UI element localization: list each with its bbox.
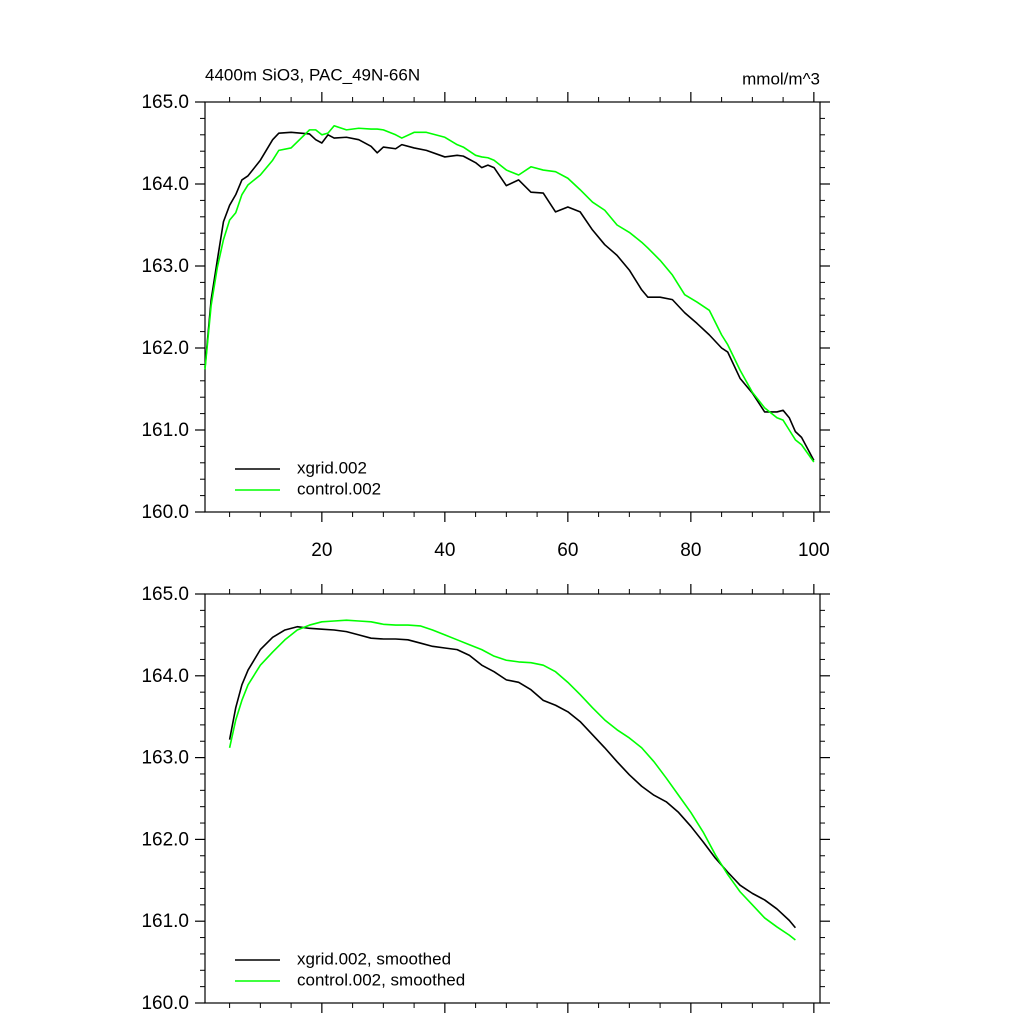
y-tick-label: 164.0 <box>141 666 189 687</box>
chart-title: 4400m SiO3, PAC_49N-66N <box>205 65 420 84</box>
x-tick-label: 60 <box>557 540 578 561</box>
y-tick-label: 160.0 <box>141 502 189 523</box>
x-tick-label: 100 <box>798 540 830 561</box>
y-tick-label: 160.0 <box>141 993 189 1014</box>
legend-label: control.002 <box>297 479 381 498</box>
y-tick-label: 163.0 <box>141 256 189 277</box>
y-tick-label: 162.0 <box>141 338 189 359</box>
x-tick-label: 80 <box>680 540 701 561</box>
legend-label: control.002, smoothed <box>297 970 465 989</box>
plot-frame <box>204 593 821 1004</box>
y-tick-label: 163.0 <box>141 748 189 769</box>
y-tick-label: 162.0 <box>141 829 189 850</box>
y-tick-label: 161.0 <box>141 420 189 441</box>
y-tick-label: 165.0 <box>141 92 189 113</box>
x-tick-label: 40 <box>434 540 455 561</box>
data-line <box>204 131 815 461</box>
x-tick-label: 20 <box>311 540 332 561</box>
plot-frame <box>204 101 821 513</box>
y-tick-label: 165.0 <box>141 584 189 605</box>
y-tick-label: 164.0 <box>141 174 189 195</box>
legend-label: xgrid.002 <box>297 458 367 477</box>
y-tick-label: 161.0 <box>141 911 189 932</box>
legend-label: xgrid.002, smoothed <box>297 949 451 968</box>
data-line <box>228 625 797 929</box>
data-line <box>228 619 796 941</box>
units-label: mmol/m^3 <box>742 69 820 88</box>
data-line <box>204 124 815 463</box>
